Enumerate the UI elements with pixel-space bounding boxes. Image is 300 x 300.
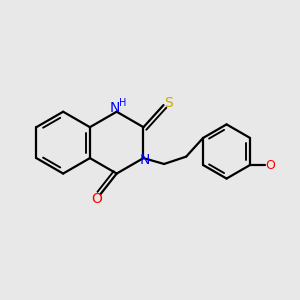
Text: S: S [164, 96, 173, 110]
Text: H: H [119, 98, 127, 109]
Text: O: O [265, 158, 275, 172]
Text: N: N [110, 101, 120, 115]
Text: O: O [92, 192, 102, 206]
Text: N: N [140, 153, 150, 166]
